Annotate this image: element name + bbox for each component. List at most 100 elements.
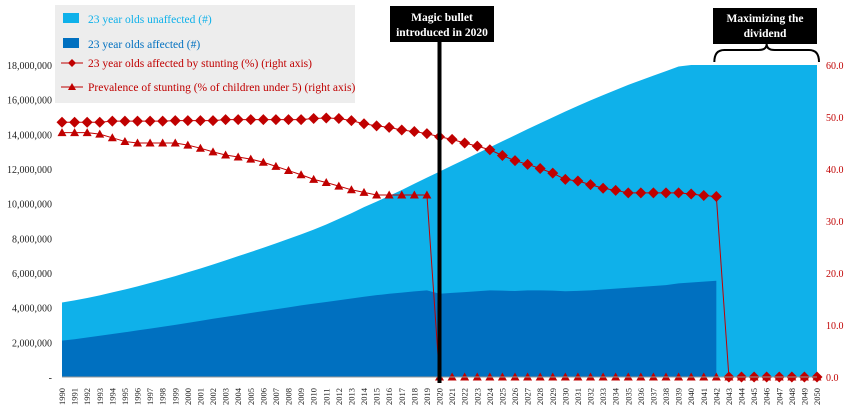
diamond-marker [509, 155, 521, 167]
diamond-marker [534, 162, 546, 174]
diamond-marker [459, 137, 471, 149]
x-axis-tick-label: 2032 [586, 388, 596, 405]
x-axis-tick-label: 2024 [485, 387, 495, 405]
triangle-marker [397, 190, 407, 199]
x-axis-tick-label: 2002 [208, 388, 218, 405]
x-axis-tick-label: 2042 [711, 388, 721, 405]
x-axis-tick-label: 2046 [762, 388, 772, 405]
diamond-marker [647, 187, 659, 199]
diamond-marker [660, 187, 672, 199]
left-axis-tick-label: 12,000,000 [7, 165, 52, 176]
x-axis-tick-label: 2022 [460, 388, 470, 405]
x-axis-tick-label: 2029 [548, 388, 558, 405]
x-axis-tick-label: 2038 [661, 388, 671, 405]
x-axis-tick-label: 2034 [611, 387, 621, 405]
diamond-marker [421, 128, 433, 140]
left-axis-tick-label: 16,000,000 [7, 96, 52, 107]
diamond-marker [144, 115, 156, 127]
magic-bullet-label-line1: Magic bullet [411, 12, 473, 24]
left-axis-tick-label: 14,000,000 [7, 130, 52, 141]
x-axis-tick-label: 1999 [170, 388, 180, 405]
left-axis-tick-label: 18,000,000 [7, 61, 52, 72]
triangle-marker [145, 138, 155, 147]
diamond-marker [585, 179, 596, 191]
x-axis-tick-label: 2035 [623, 388, 633, 405]
diamond-marker [295, 114, 307, 126]
diamond-marker [635, 187, 647, 199]
dividend-label-box [713, 8, 817, 44]
triangle-marker [284, 166, 293, 175]
diamond-marker [69, 116, 81, 128]
x-axis-tick-label: 2023 [472, 388, 482, 405]
diamond-marker [408, 126, 420, 138]
x-axis-tick-label: 2026 [510, 388, 520, 405]
x-axis-tick-label: 1993 [95, 388, 105, 405]
triangle-marker [271, 161, 281, 170]
diamond-marker [371, 120, 383, 132]
diamond-marker [245, 114, 257, 126]
x-axis-tick-label: 2018 [409, 388, 419, 405]
diamond-marker [232, 114, 244, 126]
x-axis-tick-label: 2039 [674, 388, 684, 405]
legend-triangle-icon [68, 83, 76, 90]
x-axis-tick-label: 1990 [57, 388, 67, 405]
diamond-marker [484, 144, 496, 156]
triangle-marker [321, 178, 331, 187]
legend-swatch-affected [63, 38, 79, 48]
triangle-marker [82, 128, 92, 137]
diamond-marker [710, 191, 722, 203]
x-axis-tick-label: 2047 [774, 388, 784, 405]
left-axis-tick-label: 4,000,000 [12, 304, 52, 315]
x-axis-tick-label: 2012 [334, 388, 344, 405]
diamond-marker [270, 114, 282, 126]
diamond-marker [132, 115, 143, 127]
x-axis-tick-label: 2027 [523, 388, 533, 405]
legend-label-unaffected: 23 year olds unaffected (#) [88, 14, 212, 26]
diamond-marker [257, 114, 269, 126]
triangle-marker [221, 150, 231, 159]
diamond-marker [547, 167, 559, 179]
triangle-marker [246, 154, 256, 163]
diamond-marker [207, 115, 219, 127]
dividend-bracket [713, 43, 820, 63]
x-axis-tick-label: 2030 [560, 388, 570, 405]
diamond-marker [182, 115, 194, 127]
x-axis-tick-label: 1992 [82, 388, 92, 405]
x-axis-tick-label: 2006 [258, 388, 268, 405]
right-axis-tick-label: 30.0 [826, 217, 844, 228]
x-axis-tick-label: 2043 [724, 388, 734, 405]
triangle-marker [208, 147, 218, 156]
diamond-marker [698, 190, 710, 202]
diamond-marker [283, 114, 294, 126]
x-axis-tick-label: 2015 [372, 388, 382, 405]
diamond-marker [119, 115, 131, 127]
magic-bullet-line [437, 42, 442, 383]
triangle-marker [170, 138, 180, 147]
x-axis-tick-label: 2045 [749, 388, 759, 405]
diamond-marker [559, 173, 571, 185]
diamond-marker [446, 133, 458, 145]
triangle-marker [309, 174, 319, 183]
legend-swatch-unaffected [63, 13, 79, 23]
x-axis-tick-label: 1991 [70, 388, 80, 405]
x-axis-tick-label: 2009 [296, 388, 306, 405]
triangle-marker [57, 128, 67, 137]
diamond-marker [496, 149, 508, 161]
x-axis-tick-label: 2013 [346, 388, 356, 405]
triangle-marker [70, 128, 80, 137]
diamond-marker [308, 113, 320, 125]
x-axis-tick-label: 2011 [321, 388, 331, 405]
x-axis-tick-label: 1995 [120, 388, 130, 405]
x-axis-tick-label: 2031 [573, 388, 583, 405]
triangle-marker [158, 138, 168, 147]
x-axis-tick-label: 2017 [397, 388, 407, 405]
x-axis-tick-label: 2019 [422, 388, 432, 405]
legend-label-prevalence: Prevalence of stunting (% of children un… [88, 82, 355, 94]
triangle-marker [95, 129, 105, 138]
x-axis-tick-label: 2007 [271, 388, 281, 405]
x-axis-tick-label: 2036 [636, 388, 646, 405]
diamond-marker [345, 115, 357, 127]
area-affected [62, 280, 717, 377]
dividend-label-line2: dividend [744, 28, 787, 40]
